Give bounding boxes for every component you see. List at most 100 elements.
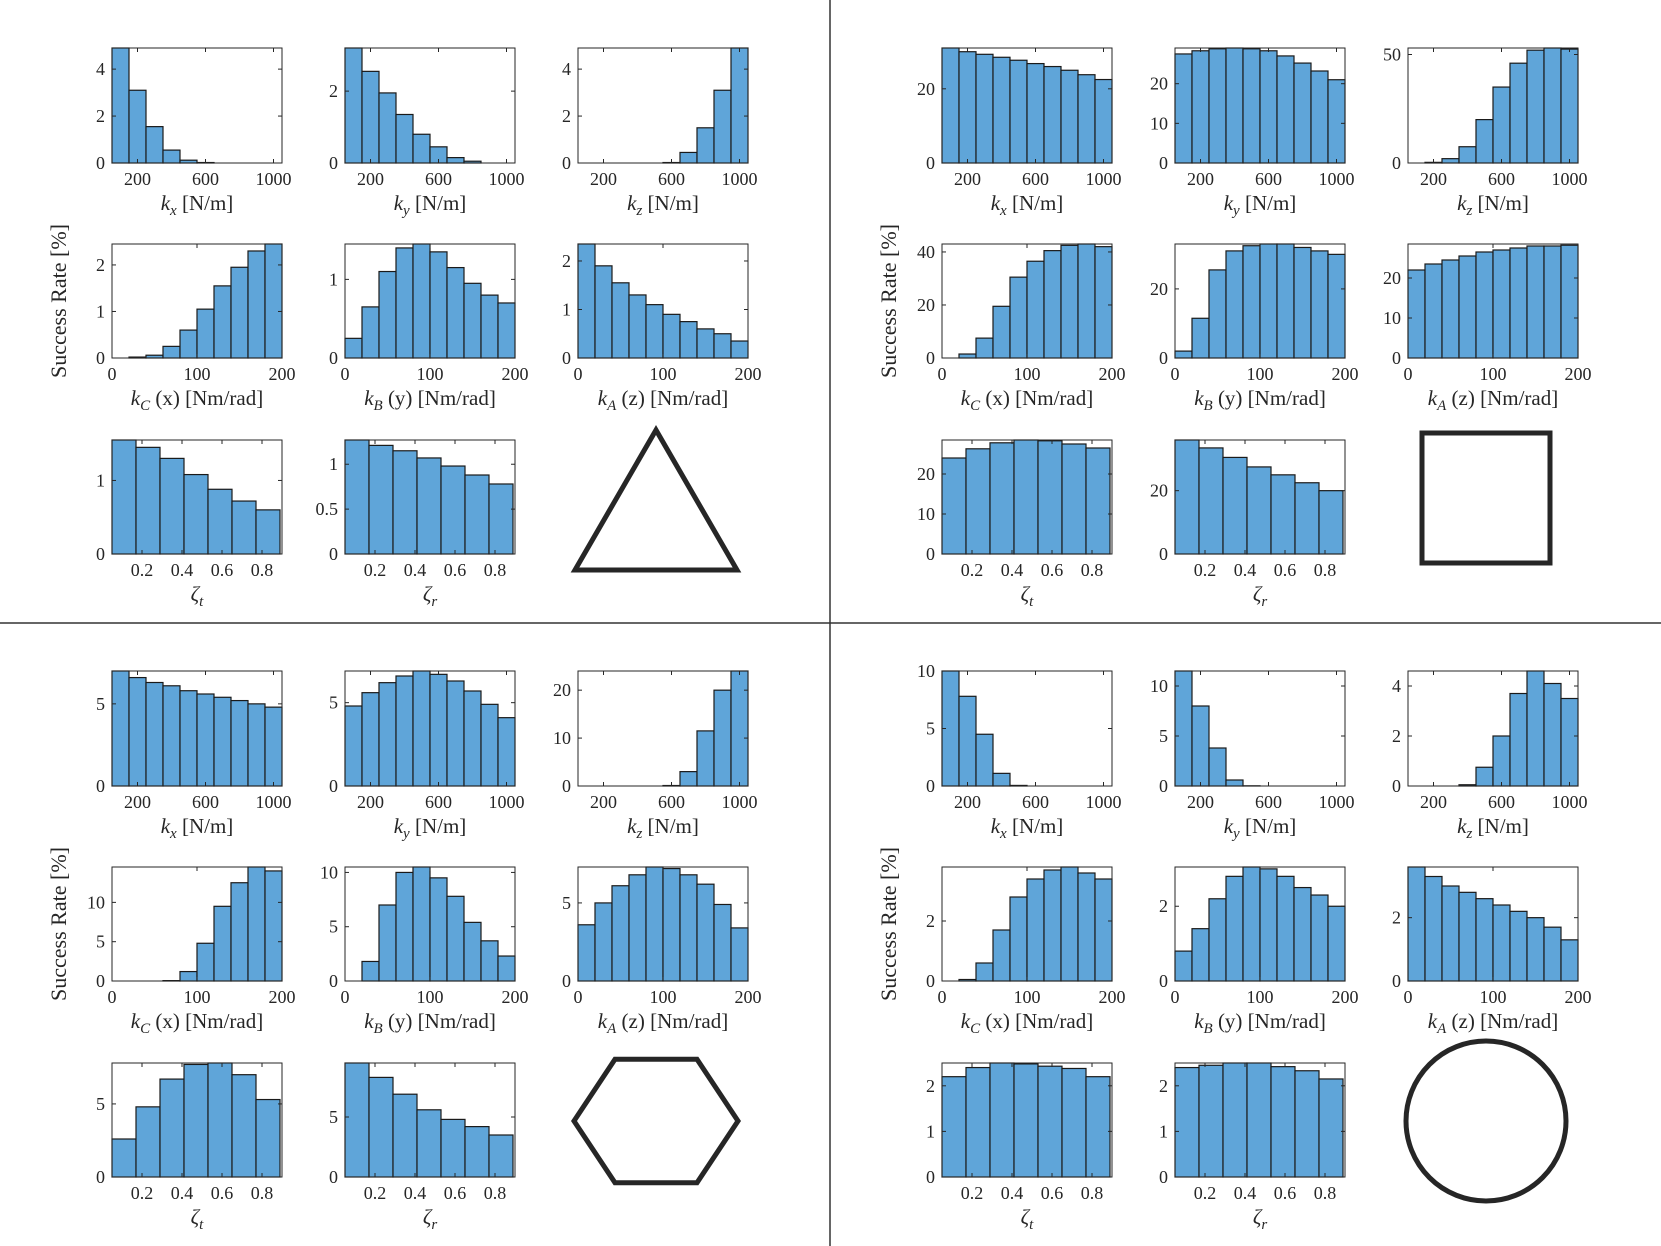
histogram-bar [230, 266, 249, 359]
y-tick-label: 0 [1392, 153, 1401, 173]
y-tick-label: 5 [562, 893, 571, 913]
axes-box [1174, 670, 1346, 787]
x-axis-label: kC (x) [Nm/rad] [961, 386, 1093, 414]
y-tick-label: 2 [562, 106, 571, 126]
histogram-k-a-z-nm-rad: 0 100 200 0 10 20 kA (z) [Nm/rad] [1383, 243, 1592, 414]
x-axis-label: ζr [1253, 582, 1268, 610]
axes-box [1174, 1062, 1346, 1178]
histogram-bar [730, 47, 749, 164]
histogram-bar [1242, 866, 1261, 982]
x-tick-label: 600 [192, 169, 219, 189]
y-tick-label: 5 [329, 1107, 338, 1127]
y-tick-label: 0 [926, 1167, 935, 1187]
y-tick-label: 1 [562, 299, 571, 319]
histogram-bar [488, 1134, 514, 1178]
histogram-bar [965, 448, 991, 555]
y-tick-label: 50 [1383, 45, 1401, 65]
y-tick-label: 0 [562, 971, 571, 991]
y-tick-label: 10 [320, 862, 338, 882]
histogram-bar [611, 282, 630, 359]
histogram-bar [1407, 269, 1426, 359]
x-tick-label: 200 [1565, 364, 1592, 384]
axes-box [577, 670, 749, 787]
histogram-bar [480, 294, 499, 359]
histogram-bar [992, 772, 1011, 787]
x-tick-label: 200 [1332, 364, 1359, 384]
y-tick-label: 2 [1392, 726, 1401, 746]
x-tick-label: 200 [954, 169, 981, 189]
x-tick-label: 200 [1565, 987, 1592, 1007]
x-tick-label: 100 [417, 364, 444, 384]
x-tick-label: 200 [502, 987, 529, 1007]
x-tick-label: 0 [1171, 987, 1180, 1007]
histogram-bar [975, 53, 994, 164]
y-tick-label: 10 [87, 892, 105, 912]
y-tick-label: 0 [1159, 153, 1168, 173]
y-tick-label: 0 [926, 776, 935, 796]
histogram-bar [1475, 898, 1494, 982]
y-tick-label: 1 [329, 454, 338, 474]
histogram-k-b-y-nm-rad: 0 100 200 0 1 kB (y) [Nm/rad] [329, 243, 529, 414]
histogram-bar [159, 1078, 185, 1178]
y-tick-label: 5 [329, 693, 338, 713]
histogram-bar [679, 874, 698, 982]
histogram-bar [594, 902, 613, 982]
histogram-bar [446, 680, 465, 787]
x-tick-label: 0.2 [1194, 1183, 1217, 1203]
histogram-bar [416, 457, 442, 555]
x-tick-label: 200 [735, 987, 762, 1007]
x-axis-label: kB (y) [Nm/rad] [1194, 1009, 1326, 1037]
histogram-bar [395, 675, 414, 787]
histogram-bar [1208, 269, 1227, 359]
histogram-bar [1043, 65, 1062, 164]
histogram-bar [395, 871, 414, 982]
y-tick-label: 0 [562, 776, 571, 796]
x-tick-label: 0.6 [1274, 560, 1297, 580]
histogram-bar [696, 730, 715, 787]
histogram-bar [128, 676, 147, 787]
histogram-k-c-x-nm-rad: 0 100 200 0 5 10 kC (x) [Nm/rad] [87, 866, 296, 1037]
x-tick-label: 0.2 [961, 560, 984, 580]
x-axis-label: kA (z) [Nm/rad] [1428, 1009, 1558, 1037]
x-axis-label: ζr [423, 582, 438, 610]
histogram-bar [196, 693, 215, 787]
axes-box [1407, 47, 1579, 164]
histogram-bar [183, 1063, 209, 1178]
histogram-k-z-n-m: 200 600 1000 0 10 20 kz [N/m] [553, 670, 758, 842]
histogram-bar [128, 89, 147, 164]
histogram-bar [1043, 869, 1062, 982]
x-tick-label: 100 [650, 987, 677, 1007]
histogram-bar [412, 133, 431, 164]
histogram-bar [111, 670, 130, 787]
axes-box [941, 1062, 1113, 1178]
histogram-r: 0.2 0.4 0.6 0.8 0 1 2 ζr [1159, 1062, 1346, 1233]
histogram-bar [1475, 766, 1494, 787]
histogram-bar [344, 337, 363, 359]
histogram-bar [1174, 439, 1200, 555]
histogram-bar [1009, 896, 1028, 982]
histogram-bar [1543, 245, 1562, 359]
histogram-bar [1294, 482, 1320, 555]
histogram-bar [1441, 885, 1460, 982]
histogram-bar [713, 89, 732, 164]
y-tick-label: 0 [329, 776, 338, 796]
histogram-bar [1543, 47, 1562, 164]
y-tick-label: 10 [917, 661, 935, 681]
y-tick-label: 5 [1159, 726, 1168, 746]
axes-box [344, 670, 516, 787]
x-tick-label: 0.6 [1274, 1183, 1297, 1203]
y-tick-label: 10 [1150, 676, 1168, 696]
histogram-bar [958, 51, 977, 164]
histogram-bar [958, 695, 977, 787]
x-tick-label: 600 [658, 169, 685, 189]
y-tick-label: 0 [96, 544, 105, 564]
histogram-bar [1475, 119, 1494, 164]
x-tick-label: 0.8 [251, 560, 274, 580]
histogram-bar [392, 450, 418, 555]
histogram-bar [679, 771, 698, 787]
histogram-k-x-n-m: 200 600 1000 0 5 10 kx [N/m] [917, 661, 1122, 842]
histogram-bar [1208, 48, 1227, 164]
histogram-bar [1509, 910, 1528, 982]
x-tick-label: 1000 [1552, 169, 1588, 189]
